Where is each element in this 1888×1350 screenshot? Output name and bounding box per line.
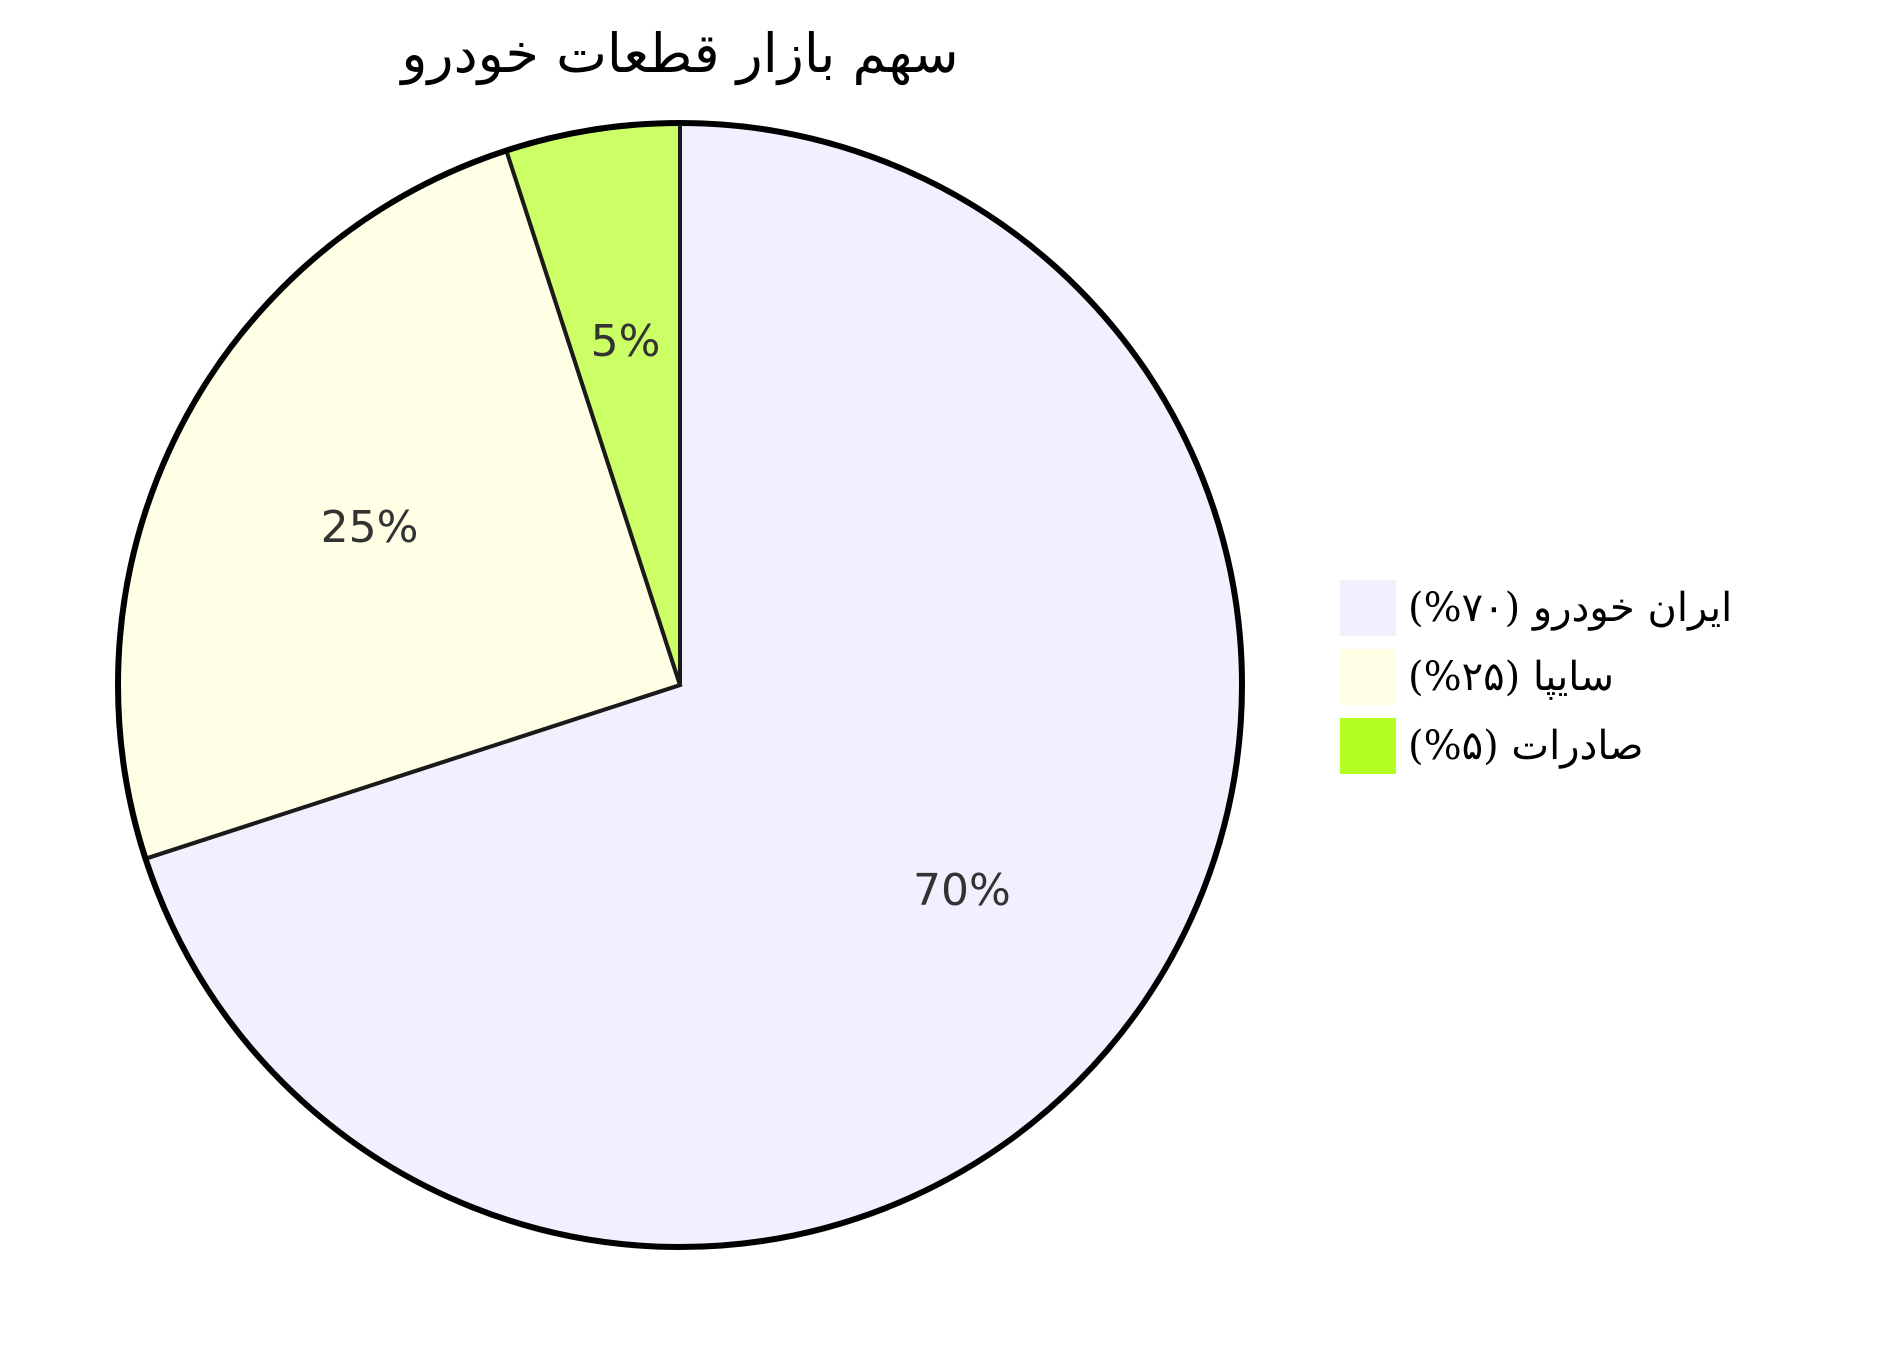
legend-label-1: ایران خودرو (۷۰%) bbox=[1408, 585, 1732, 631]
legend-label-3: صادرات (۵%) bbox=[1408, 723, 1643, 769]
pie-labels: 70% 25% 5% bbox=[321, 316, 1011, 916]
legend-swatch-3 bbox=[1340, 718, 1396, 774]
slice-label-3: 5% bbox=[591, 316, 661, 367]
slice-label-1: 70% bbox=[913, 865, 1011, 916]
legend-swatch-2 bbox=[1340, 649, 1396, 705]
legend-label-2: سایپا (۲۵%) bbox=[1408, 654, 1614, 700]
chart-title: سهم بازار قطعات خودرو bbox=[398, 22, 958, 86]
pie-outline bbox=[115, 120, 1245, 1250]
legend: ایران خودرو (۷۰%) سایپا (۲۵%) صادرات (۵%) bbox=[1340, 580, 1732, 774]
pie-slices bbox=[115, 120, 1244, 1249]
legend-swatch-1 bbox=[1340, 580, 1396, 636]
slice-label-2: 25% bbox=[321, 502, 419, 553]
